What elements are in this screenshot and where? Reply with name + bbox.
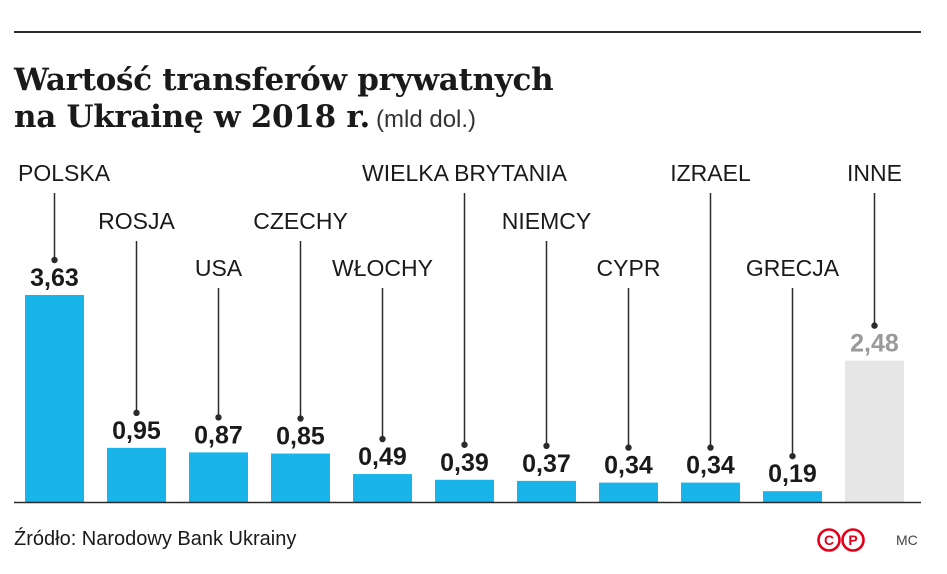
logo-c-mark: C [817, 528, 841, 552]
value-label: 0,34 [686, 452, 735, 480]
bar [517, 480, 576, 502]
chart-title: Wartość transferów prywatnych na Ukrainę… [14, 62, 554, 138]
value-label: 2,48 [850, 330, 899, 358]
value-label: 3,63 [30, 264, 79, 292]
leader-dot [215, 414, 222, 421]
chart-title-line-2-text: na Ukrainę w 2018 r. [14, 99, 371, 135]
leader-dot [133, 409, 140, 417]
category-label: WŁOCHY [332, 255, 433, 281]
bar [845, 360, 904, 502]
bar [599, 482, 658, 502]
category-label: NIEMCY [502, 208, 591, 234]
source-note: Źródło: Narodowy Bank Ukrainy [14, 528, 297, 550]
leader-dot [461, 441, 468, 448]
value-label: 0,49 [358, 443, 407, 471]
value-label: 0,39 [440, 449, 489, 477]
top-rule [14, 31, 921, 33]
category-label: POLSKA [18, 160, 111, 186]
bar [271, 453, 330, 502]
category-label: WIELKA BRYTANIA [362, 160, 568, 186]
value-label: 0,34 [604, 452, 653, 480]
value-label: 0,95 [112, 417, 161, 445]
publisher-logo: C P [817, 528, 865, 552]
chart-title-line-1: Wartość transferów prywatnych [14, 62, 554, 98]
category-label: GRECJA [746, 255, 840, 281]
value-label: 0,87 [194, 421, 243, 449]
logo-letter-c: C [824, 532, 834, 548]
bar [353, 474, 412, 502]
logo-p-mark: P [841, 528, 865, 552]
bar [25, 295, 84, 502]
logo-letter-p: P [848, 532, 857, 548]
leader-dot [379, 435, 386, 443]
category-label: CZECHY [253, 208, 348, 234]
category-label: USA [195, 255, 243, 281]
leader-dot [51, 256, 58, 264]
leader-dot [789, 452, 796, 460]
bar [763, 491, 822, 502]
leader-dot [543, 442, 550, 450]
author-initials: MC [896, 532, 918, 548]
chart-unit: (mld dol.) [376, 106, 477, 133]
category-label: IZRAEL [670, 160, 751, 186]
leader-dot [297, 415, 304, 422]
leader-dot [707, 444, 714, 451]
bar [107, 447, 166, 502]
bar [189, 452, 248, 502]
category-label: INNE [847, 160, 902, 186]
bar [681, 482, 740, 502]
bar [435, 479, 494, 502]
category-label: CYPR [597, 255, 661, 281]
category-label: ROSJA [98, 208, 175, 234]
value-label: 0,19 [768, 460, 817, 488]
value-label: 0,37 [522, 450, 571, 478]
leader-dot [625, 444, 632, 451]
leader-dot [871, 322, 878, 329]
chart-title-line-2: na Ukrainę w 2018 r. (mld dol.) [14, 99, 553, 138]
value-label: 0,85 [276, 423, 325, 451]
